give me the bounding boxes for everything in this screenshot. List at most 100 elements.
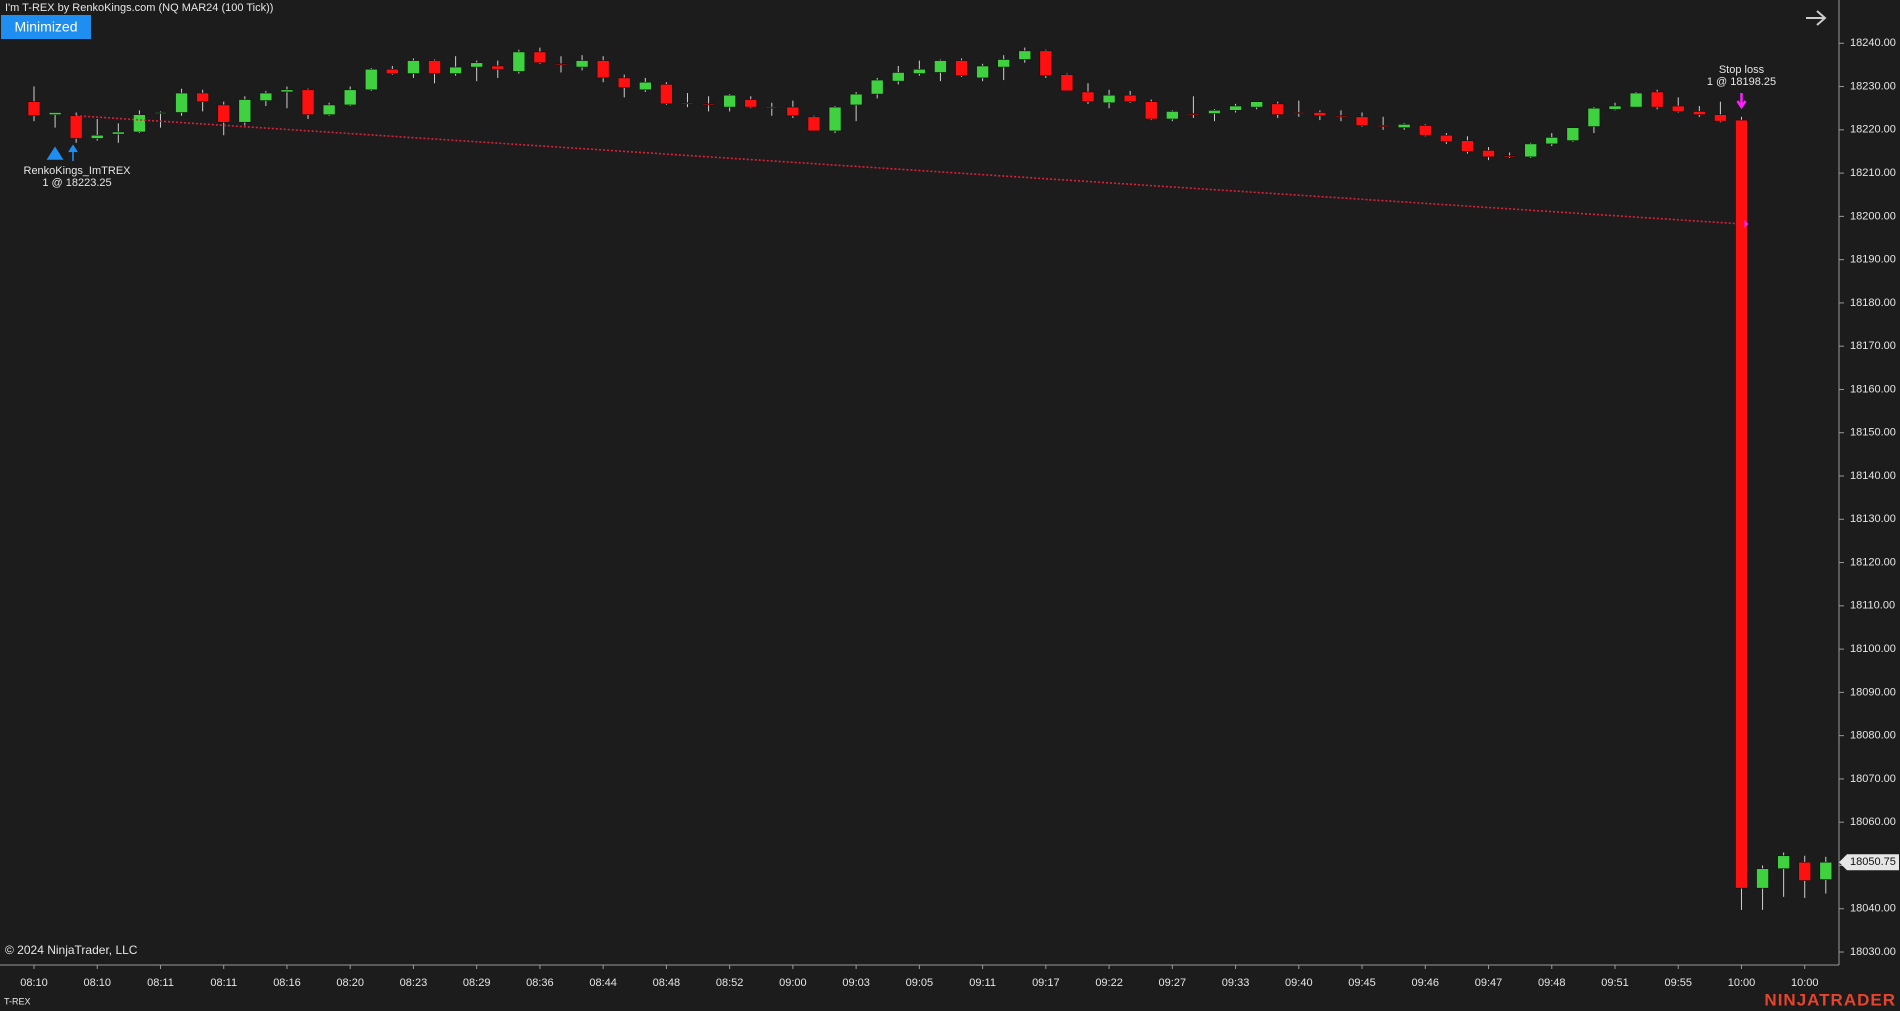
candle-body [1187, 113, 1200, 115]
candle-body [1482, 150, 1495, 158]
entry-label: 1 @ 18223.25 [42, 177, 111, 189]
x-tick-label: 08:29 [463, 977, 491, 989]
x-tick-label: 08:44 [589, 977, 617, 989]
candle-body [238, 99, 252, 123]
candle-body [1397, 124, 1411, 128]
candle-body [1608, 105, 1622, 110]
candle-body [681, 102, 694, 105]
x-tick-label: 08:48 [653, 977, 681, 989]
candle-body [1355, 116, 1369, 126]
candle-body [112, 131, 125, 135]
candle-body [27, 101, 41, 117]
candle-body [1018, 50, 1032, 60]
candle-body [702, 103, 715, 106]
candle-body [48, 112, 62, 115]
candle-body [976, 65, 989, 79]
candle-body [1250, 101, 1263, 108]
copyright: © 2024 NinjaTrader, LLC [5, 943, 138, 957]
candle-body [1503, 155, 1516, 158]
y-tick-label: 18110.00 [1850, 600, 1895, 612]
candle-body [533, 51, 547, 64]
candle-body [1756, 868, 1769, 889]
candle-body [913, 68, 926, 74]
candle-body [723, 94, 736, 108]
tab-label[interactable]: T-REX [4, 996, 31, 1006]
y-tick-label: 18040.00 [1850, 903, 1896, 915]
candle-body [1313, 112, 1327, 117]
candle-body [133, 114, 146, 133]
candle-body [1566, 127, 1580, 141]
x-tick-label: 09:45 [1348, 977, 1376, 989]
chart-title: I'm T-REX by RenkoKings.com (NQ MAR24 (1… [5, 2, 273, 14]
x-tick-label: 09:11 [969, 977, 996, 989]
x-tick-label: 09:17 [1032, 977, 1060, 989]
candle-body [1735, 119, 1748, 889]
y-tick-label: 18220.00 [1850, 124, 1896, 136]
entry-marker [46, 144, 78, 161]
candle-body [765, 106, 779, 109]
candle-body [1440, 134, 1453, 143]
x-tick-label: 08:11 [210, 977, 237, 989]
candle-body [786, 106, 800, 117]
y-tick-label: 18150.00 [1850, 427, 1896, 439]
candle-body [1081, 91, 1095, 102]
minimize-label[interactable]: Minimized [14, 19, 77, 35]
candle-body [322, 104, 336, 115]
candle-body [955, 60, 968, 77]
exit-marker [1736, 93, 1747, 110]
expand-icon[interactable] [1806, 10, 1827, 26]
candle-body [343, 89, 357, 106]
x-tick-label: 10:00 [1728, 977, 1756, 989]
candle-body [470, 62, 483, 68]
candle-body [386, 68, 399, 74]
x-tick-label: 09:27 [1159, 977, 1187, 989]
x-tick-label: 09:48 [1538, 977, 1566, 989]
candle-body [1798, 861, 1812, 881]
minimize-button[interactable] [1, 15, 91, 39]
candle-body [1271, 103, 1285, 115]
candle-body [617, 77, 631, 88]
candle-body [1376, 125, 1390, 127]
y-tick-label: 18230.00 [1850, 80, 1896, 92]
candle-body [512, 51, 526, 72]
x-tick-label: 09:22 [1095, 977, 1123, 989]
candle-body [1229, 105, 1242, 111]
candle-body [90, 134, 104, 139]
logo: NINJATRADER [1764, 990, 1896, 1009]
candle-body [196, 92, 209, 102]
candle-body [449, 66, 462, 74]
candle-body [154, 112, 167, 114]
x-tick-label: 09:03 [842, 977, 870, 989]
y-tick-label: 18090.00 [1850, 686, 1896, 698]
x-tick-label: 09:47 [1475, 977, 1503, 989]
candle-body [1292, 112, 1306, 114]
x-tick-label: 08:23 [400, 977, 428, 989]
candle-body [744, 99, 758, 108]
candle-body [934, 60, 947, 73]
candle-body [575, 60, 589, 68]
last-price-label: 18050.75 [1850, 856, 1896, 868]
exit-point [1744, 219, 1749, 228]
candle-body [1693, 111, 1706, 115]
candle-body [1714, 114, 1727, 122]
candle-body [891, 72, 905, 82]
x-tick-label: 09:33 [1222, 977, 1250, 989]
candle-body [1060, 74, 1074, 92]
x-tick-label: 09:05 [906, 977, 934, 989]
candle-body [1819, 861, 1833, 880]
y-tick-label: 18160.00 [1850, 383, 1896, 395]
candle-body [828, 106, 842, 132]
entry-name: RenkoKings_ImTREX [24, 165, 132, 177]
x-tick-label: 10:00 [1791, 977, 1819, 989]
candle-body [1144, 101, 1158, 120]
candle-body [1334, 115, 1348, 118]
x-tick-label: 09:40 [1285, 977, 1313, 989]
y-tick-label: 18100.00 [1850, 643, 1896, 655]
candle-body [407, 60, 420, 74]
y-tick-label: 18080.00 [1850, 730, 1896, 742]
y-tick-label: 18210.00 [1850, 167, 1896, 179]
candle-body [259, 92, 273, 101]
y-tick-label: 18070.00 [1850, 773, 1896, 785]
